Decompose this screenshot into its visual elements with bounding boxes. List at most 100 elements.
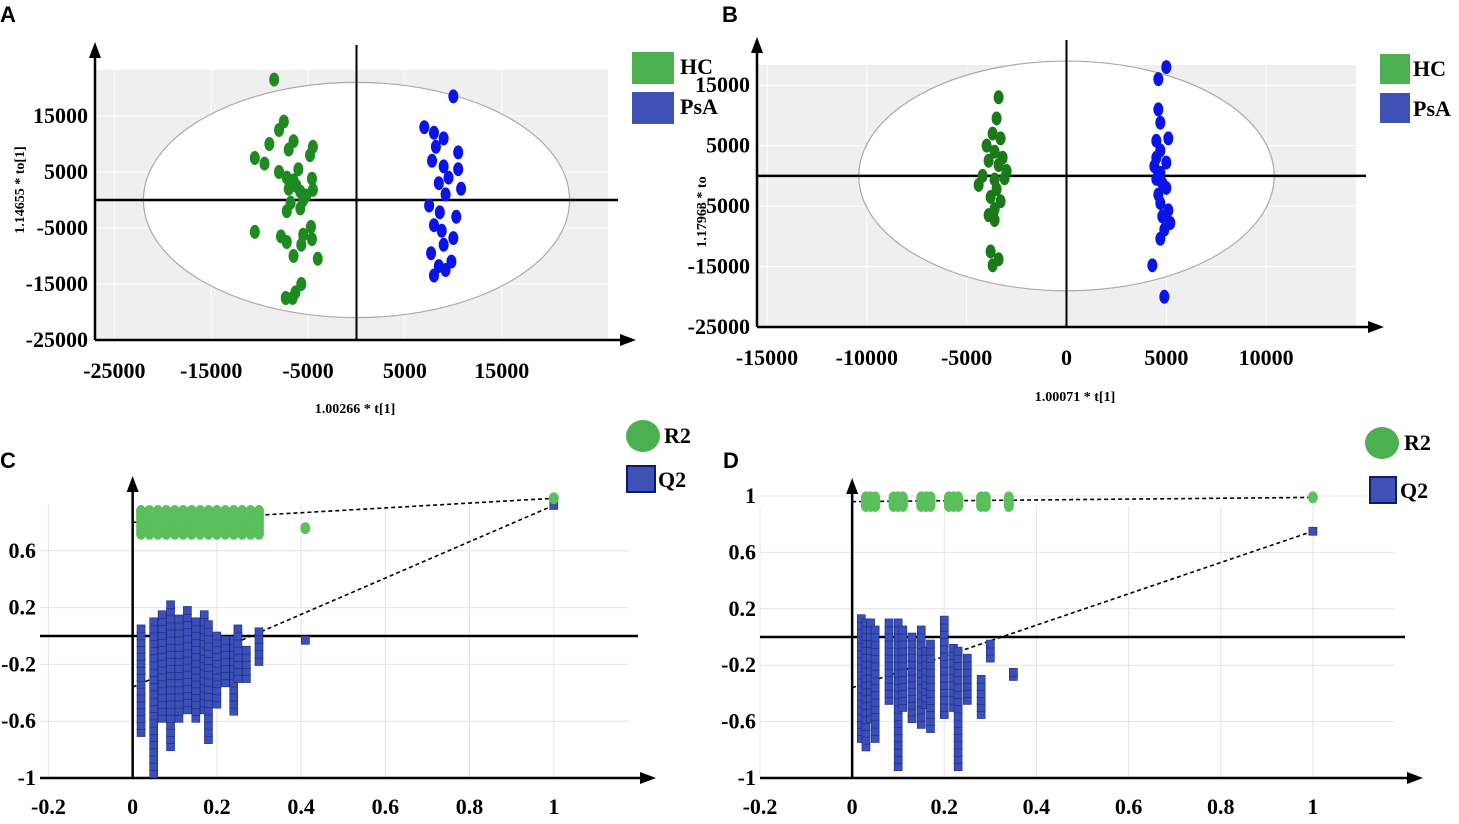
data-point-psa <box>424 198 435 213</box>
data-point-q2 <box>254 627 264 637</box>
data-point-hc <box>301 188 312 203</box>
x-tick-label: -25000 <box>83 358 145 383</box>
data-point-psa <box>1153 72 1164 87</box>
data-point-q2 <box>963 653 972 663</box>
x-axis-arrow <box>640 772 656 784</box>
panel-d-legend: R2 Q2 <box>1365 427 1431 504</box>
data-point-hc <box>281 204 292 219</box>
data-point-psa <box>434 205 445 220</box>
data-point-q2 <box>233 660 243 669</box>
data-point-r2 <box>220 505 231 518</box>
data-point-hc <box>981 138 992 153</box>
y-tick-label: -0.2 <box>1 651 36 676</box>
data-point-r2 <box>161 505 172 518</box>
data-point-psa <box>1161 60 1172 75</box>
y-tick-label: -1 <box>18 765 36 790</box>
data-point-q2 <box>939 659 949 668</box>
series-psa <box>419 89 467 283</box>
data-point-q2 <box>870 712 880 722</box>
x-tick-label: -5000 <box>941 345 992 370</box>
data-point-q2 <box>149 726 159 735</box>
data-point-q2 <box>149 711 159 721</box>
data-point-q2 <box>953 646 963 656</box>
data-point-q2 <box>233 645 243 655</box>
data-point-q2 <box>870 669 880 678</box>
data-point-q2 <box>953 733 963 743</box>
panel-a-plot: -25000 -15000 -5000 5000 15000 15000 5000 -5000… <box>26 42 636 383</box>
x-tick-label: -10000 <box>836 345 898 370</box>
data-point-r2 <box>925 491 936 504</box>
data-point-r2 <box>136 505 147 518</box>
data-point-q2 <box>149 740 159 750</box>
data-point-q2 <box>870 676 880 685</box>
x-tick-label: -0.2 <box>743 794 778 819</box>
y-tick-label: -25000 <box>26 327 88 352</box>
data-point-psa <box>427 153 438 168</box>
x-tick-label: 15000 <box>474 358 529 383</box>
x-tick-label: 0 <box>847 794 858 819</box>
y-tick-label: -15000 <box>26 271 88 296</box>
y-tick-label: 0.6 <box>9 538 37 563</box>
data-point-q2 <box>953 668 963 678</box>
x-tick-label: 5000 <box>383 358 427 383</box>
x-tick-label: 0 <box>1061 345 1072 370</box>
data-point-q2 <box>884 618 894 628</box>
data-point-q2 <box>898 625 908 635</box>
data-point-q2 <box>893 762 903 772</box>
data-point-q2 <box>939 710 949 719</box>
data-point-r2 <box>211 505 222 518</box>
data-point-r2 <box>152 505 163 518</box>
data-point-q2 <box>149 682 159 692</box>
data-point-q2 <box>174 614 184 624</box>
data-point-q2 <box>953 697 963 706</box>
data-point-q2 <box>254 634 264 644</box>
data-point-q2 <box>939 702 949 712</box>
data-point-q2 <box>229 706 239 716</box>
data-point-q2 <box>939 695 949 705</box>
data-point-q2 <box>986 639 995 649</box>
panel-label-c: C <box>0 448 16 473</box>
data-point-r2 <box>228 505 239 518</box>
x-tick-label: 0.8 <box>456 794 484 819</box>
data-point-psa <box>428 268 439 283</box>
data-point-r2 <box>237 505 248 518</box>
data-point-psa <box>438 131 449 146</box>
data-point-q2 <box>953 711 963 721</box>
panel-c-legend: R2 Q2 <box>626 420 691 493</box>
data-point-q2 <box>204 685 213 694</box>
legend-label-r2-d: R2 <box>1404 430 1431 455</box>
panel-b-legend: HC PsA <box>1380 54 1451 123</box>
data-point-q2 <box>183 606 192 615</box>
legend-swatch-hc <box>632 52 674 84</box>
legend-label-r2: R2 <box>664 423 691 448</box>
data-point-q2 <box>183 705 192 715</box>
series-hc <box>973 90 1012 273</box>
data-point-hc <box>985 244 996 259</box>
data-point-q2 <box>893 733 903 743</box>
data-point-q2 <box>870 640 880 649</box>
data-point-q2 <box>870 632 880 642</box>
data-point-q2 <box>149 689 159 699</box>
data-point-q2 <box>953 740 963 750</box>
data-point-q2 <box>204 706 213 716</box>
data-point-q2 <box>149 631 159 641</box>
data-point-q2 <box>870 705 880 714</box>
data-point-q2 <box>1009 667 1018 677</box>
legend-label-q2: Q2 <box>658 467 686 492</box>
data-point-q2 <box>204 656 213 665</box>
data-point-q2 <box>136 624 146 634</box>
panel-c: C -0.2 0 0.2 0.4 0.6 0.8 1 0.6 0.2 -0.2 -0.6 -1 R2 … <box>0 420 691 819</box>
x-tick-label: 0.6 <box>1115 794 1143 819</box>
panel-b: B -15000 -10000 -5000 0 5000 10000 15000 5000 -5… <box>688 2 1451 405</box>
data-point-hc <box>249 224 260 239</box>
data-point-q2 <box>916 720 926 729</box>
data-point-psa <box>419 120 430 135</box>
data-point-psa <box>448 231 459 246</box>
y-tick-label: -0.6 <box>721 709 756 734</box>
data-point-q2 <box>204 728 213 737</box>
data-point-hc <box>993 158 1004 173</box>
data-point-hc <box>995 131 1006 146</box>
data-point-psa <box>443 170 454 185</box>
data-point-q2 <box>204 677 213 687</box>
